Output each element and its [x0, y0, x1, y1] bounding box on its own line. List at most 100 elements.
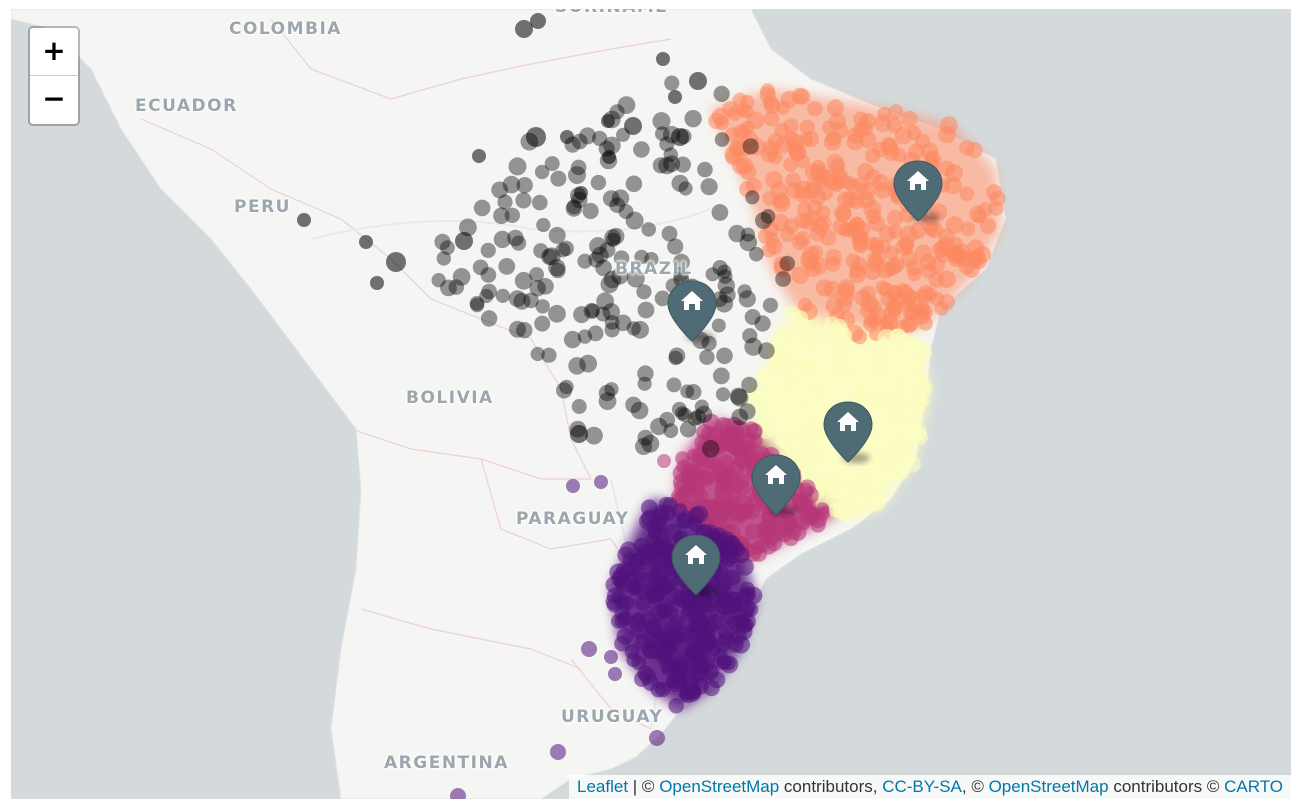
data-point[interactable] — [614, 614, 629, 629]
data-point[interactable] — [659, 136, 675, 152]
data-point[interactable] — [914, 244, 932, 262]
data-point[interactable] — [616, 627, 634, 645]
data-point[interactable] — [780, 90, 798, 108]
data-point[interactable] — [758, 342, 775, 360]
data-point[interactable] — [830, 346, 845, 361]
data-point[interactable] — [611, 570, 628, 587]
data-point[interactable] — [570, 425, 588, 443]
data-point[interactable] — [765, 171, 783, 189]
data-point[interactable] — [756, 366, 772, 383]
data-point[interactable] — [760, 83, 776, 99]
data-point[interactable] — [498, 258, 516, 275]
data-point[interactable] — [760, 145, 779, 163]
data-point[interactable] — [563, 330, 582, 349]
data-point[interactable] — [514, 271, 533, 290]
data-point[interactable] — [571, 399, 587, 414]
data-point[interactable] — [806, 376, 823, 393]
data-point[interactable] — [568, 166, 586, 185]
data-point[interactable] — [548, 259, 566, 277]
data-point[interactable] — [658, 156, 676, 175]
data-point[interactable] — [530, 13, 546, 29]
data-point[interactable] — [713, 488, 731, 506]
data-point[interactable] — [732, 157, 750, 175]
data-point[interactable] — [732, 92, 748, 108]
data-point[interactable] — [508, 157, 527, 176]
data-point[interactable] — [450, 788, 466, 799]
data-point[interactable] — [659, 411, 676, 428]
data-point[interactable] — [600, 275, 619, 294]
data-point[interactable] — [541, 347, 557, 363]
data-point[interactable] — [917, 315, 933, 331]
basemap[interactable] — [11, 9, 1291, 799]
data-point[interactable] — [556, 382, 573, 399]
data-point[interactable] — [624, 117, 642, 135]
data-point[interactable] — [452, 268, 471, 286]
data-point[interactable] — [631, 320, 649, 339]
data-point[interactable] — [842, 372, 859, 388]
data-point[interactable] — [905, 290, 922, 308]
data-point[interactable] — [571, 133, 588, 150]
data-point[interactable] — [671, 401, 687, 417]
data-point[interactable] — [716, 655, 732, 670]
data-point[interactable] — [609, 104, 625, 120]
data-point[interactable] — [974, 246, 992, 264]
map-container[interactable]: COLOMBIA SURINAME ECUADOR PERU BRAZIL BO… — [11, 9, 1291, 799]
data-point[interactable] — [688, 517, 704, 532]
data-point[interactable] — [758, 424, 774, 440]
data-point[interactable] — [742, 138, 759, 155]
data-point[interactable] — [742, 328, 758, 344]
data-point[interactable] — [533, 243, 549, 259]
data-point[interactable] — [359, 235, 373, 249]
data-point[interactable] — [534, 315, 551, 332]
data-point[interactable] — [480, 310, 498, 327]
data-point[interactable] — [657, 642, 675, 660]
data-point[interactable] — [788, 413, 806, 431]
data-point[interactable] — [711, 204, 729, 221]
data-point[interactable] — [609, 197, 626, 214]
data-point[interactable] — [890, 392, 905, 407]
data-point[interactable] — [370, 276, 384, 290]
data-point[interactable] — [794, 212, 811, 229]
data-point[interactable] — [829, 463, 846, 479]
data-point[interactable] — [682, 627, 701, 645]
data-point[interactable] — [726, 427, 742, 443]
data-point[interactable] — [472, 259, 489, 276]
data-point[interactable] — [626, 321, 641, 336]
data-point[interactable] — [613, 250, 630, 266]
data-point[interactable] — [817, 479, 834, 496]
data-point[interactable] — [469, 295, 485, 311]
data-point[interactable] — [796, 390, 811, 405]
data-point[interactable] — [513, 292, 531, 310]
data-point[interactable] — [738, 290, 756, 308]
data-point[interactable] — [823, 132, 842, 151]
data-point[interactable] — [701, 632, 717, 648]
data-point[interactable] — [783, 157, 798, 172]
data-point[interactable] — [657, 454, 671, 468]
data-point[interactable] — [715, 294, 734, 313]
data-point[interactable] — [637, 376, 652, 391]
data-point[interactable] — [739, 501, 755, 517]
data-point[interactable] — [722, 553, 737, 568]
data-point[interactable] — [726, 597, 742, 612]
data-point[interactable] — [925, 221, 943, 239]
cluster-north-points[interactable] — [297, 13, 796, 458]
data-point[interactable] — [900, 316, 918, 334]
data-point[interactable] — [717, 454, 736, 473]
data-point[interactable] — [695, 405, 713, 423]
data-point[interactable] — [704, 500, 721, 517]
data-point[interactable] — [728, 224, 746, 243]
data-point[interactable] — [617, 546, 635, 564]
data-point[interactable] — [548, 304, 566, 323]
data-point[interactable] — [712, 260, 728, 276]
data-point[interactable] — [867, 343, 885, 361]
data-point[interactable] — [697, 161, 713, 178]
data-point[interactable] — [680, 478, 697, 494]
data-point[interactable] — [671, 128, 689, 146]
data-point[interactable] — [530, 346, 545, 362]
data-point[interactable] — [661, 225, 678, 242]
data-point[interactable] — [625, 211, 644, 230]
data-point[interactable] — [744, 309, 761, 325]
data-point[interactable] — [595, 259, 612, 277]
data-point[interactable] — [815, 502, 830, 517]
data-point[interactable] — [859, 303, 875, 319]
